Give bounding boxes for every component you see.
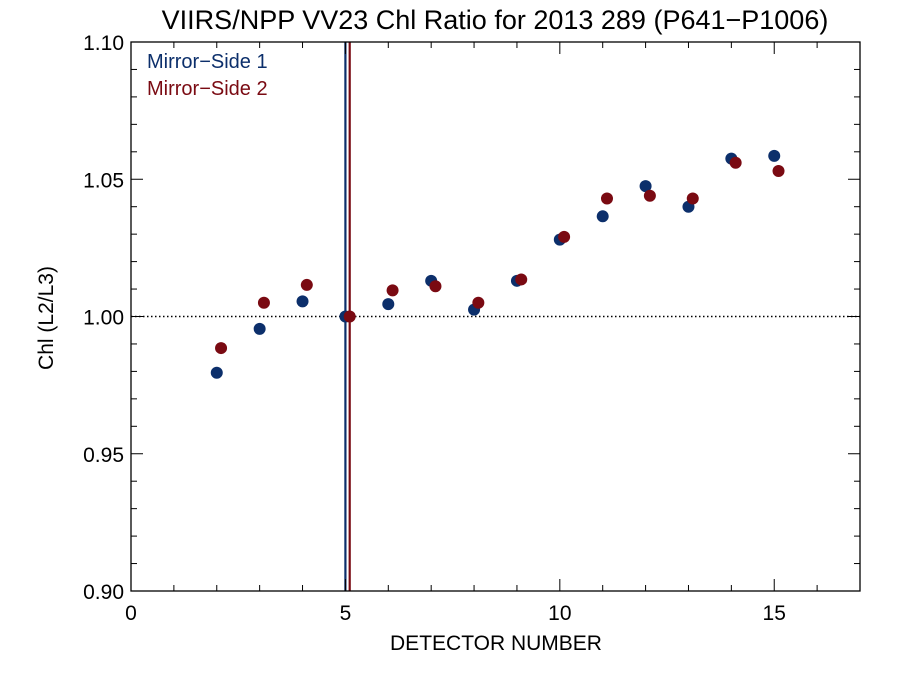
data-point-series-1 [296,295,309,308]
y-tick-label: 1.05 [83,169,124,192]
x-tick-label: 15 [763,602,786,625]
x-tick-label: 10 [548,602,571,625]
data-point-series-1 [210,366,223,379]
data-point-series-2 [600,192,613,205]
y-tick-label: 0.90 [83,581,124,604]
data-point-series-2 [343,310,356,323]
data-point-series-1 [639,180,652,193]
data-point-series-2 [472,296,485,309]
data-point-series-1 [382,298,395,311]
data-point-series-2 [429,280,442,293]
y-tick-label: 0.95 [83,444,124,467]
x-axis-label: DETECTOR NUMBER [390,632,602,655]
chart-title: VIIRS/NPP VV23 Chl Ratio for 2013 289 (P… [162,5,829,35]
x-tick-label: 0 [125,602,137,625]
data-point-series-2 [300,278,313,291]
data-point-series-2 [257,296,270,309]
data-point-series-2 [558,230,571,243]
data-point-series-2 [686,192,699,205]
legend-entry-1: Mirror−Side 1 [147,51,268,73]
x-tick-label: 5 [340,602,352,625]
data-point-series-2 [515,273,528,286]
y-axis-label: Chl (L2/L3) [35,266,58,370]
data-point-series-1 [596,210,609,223]
data-point-series-2 [772,165,785,178]
data-point-series-2 [643,189,656,202]
data-point-series-2 [215,342,228,355]
legend-entry-2: Mirror−Side 2 [147,78,268,100]
data-point-series-1 [768,149,781,162]
axes: 0 5 10 15 0.90 0.95 1.00 1.05 1.10 [83,32,861,625]
data-point-series-2 [729,156,742,169]
data-point-series-1 [253,322,266,335]
y-tick-label: 1.00 [83,307,124,330]
data-point-series-2 [386,284,399,297]
plot-area [131,42,860,591]
y-tick-label: 1.10 [83,32,124,55]
legend: Mirror−Side 1 Mirror−Side 2 [147,51,268,100]
